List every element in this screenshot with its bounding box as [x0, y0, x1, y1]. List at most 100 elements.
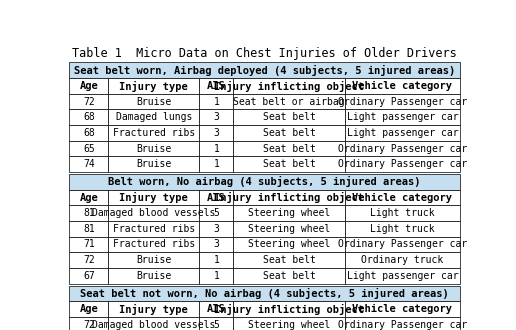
Bar: [199, 237, 233, 252]
Text: Ordinary Passenger car: Ordinary Passenger car: [338, 97, 467, 107]
Text: Age: Age: [79, 193, 98, 203]
Text: Steering wheel: Steering wheel: [248, 208, 330, 218]
Bar: [108, 301, 199, 317]
Bar: [233, 317, 345, 330]
Bar: [108, 237, 199, 252]
Text: Belt worn, No airbag (4 subjects, 5 injured areas): Belt worn, No airbag (4 subjects, 5 inju…: [108, 176, 421, 187]
Text: Bruise: Bruise: [136, 144, 171, 153]
Text: Bruise: Bruise: [136, 159, 171, 169]
Bar: [69, 237, 108, 252]
Text: Seat belt not worn, No airbag (4 subjects, 5 injured areas): Seat belt not worn, No airbag (4 subject…: [80, 288, 449, 299]
Bar: [108, 205, 199, 221]
Bar: [108, 141, 199, 156]
Bar: [108, 110, 199, 125]
Text: 68: 68: [83, 112, 95, 122]
Text: Vehicle category: Vehicle category: [352, 304, 453, 314]
Text: 74: 74: [83, 159, 95, 169]
Text: 67: 67: [83, 271, 95, 281]
Text: 1: 1: [214, 144, 219, 153]
Text: Light passenger car: Light passenger car: [347, 112, 458, 122]
Text: Ordinary Passenger car: Ordinary Passenger car: [338, 159, 467, 169]
Bar: [108, 317, 199, 330]
Bar: [199, 78, 233, 94]
Text: Injury inflicting object: Injury inflicting object: [214, 304, 364, 314]
Bar: [345, 301, 460, 317]
Text: Damaged lungs: Damaged lungs: [116, 112, 192, 122]
Bar: [69, 141, 108, 156]
Text: Seat belt worn, Airbag deployed (4 subjects, 5 injured areas): Seat belt worn, Airbag deployed (4 subje…: [74, 65, 455, 76]
Bar: [345, 221, 460, 237]
Bar: [108, 94, 199, 110]
Bar: [345, 141, 460, 156]
Text: 71: 71: [83, 240, 95, 249]
Bar: [233, 190, 345, 205]
Bar: [233, 125, 345, 141]
Bar: [69, 78, 108, 94]
Bar: [69, 252, 108, 268]
Text: Vehicle category: Vehicle category: [352, 81, 453, 91]
Bar: [199, 110, 233, 125]
Text: 1: 1: [214, 271, 219, 281]
Bar: [199, 125, 233, 141]
Text: Vehicle category: Vehicle category: [352, 193, 453, 203]
Text: 81: 81: [83, 208, 95, 218]
Text: Fractured ribs: Fractured ribs: [112, 240, 195, 249]
Text: 72: 72: [83, 97, 95, 107]
Text: 3: 3: [214, 240, 219, 249]
Bar: [69, 190, 108, 205]
Bar: [199, 156, 233, 172]
Bar: [69, 125, 108, 141]
Text: Fractured ribs: Fractured ribs: [112, 128, 195, 138]
Bar: [233, 237, 345, 252]
Bar: [69, 94, 108, 110]
Bar: [345, 237, 460, 252]
Bar: [108, 268, 199, 283]
Bar: [199, 317, 233, 330]
Text: Damaged blood vessels: Damaged blood vessels: [92, 208, 216, 218]
Text: 1: 1: [214, 255, 219, 265]
Text: Injury type: Injury type: [120, 81, 188, 91]
Bar: [345, 205, 460, 221]
Text: Steering wheel: Steering wheel: [248, 320, 330, 330]
Text: 72: 72: [83, 320, 95, 330]
Text: Injury type: Injury type: [120, 304, 188, 314]
Bar: [69, 317, 108, 330]
Text: 3: 3: [214, 224, 219, 234]
Bar: [69, 174, 460, 190]
Bar: [233, 141, 345, 156]
Bar: [69, 285, 460, 301]
Text: Damaged blood vessels: Damaged blood vessels: [92, 320, 216, 330]
Text: Fractured ribs: Fractured ribs: [112, 224, 195, 234]
Bar: [199, 268, 233, 283]
Bar: [345, 78, 460, 94]
Text: Injury type: Injury type: [120, 192, 188, 203]
Bar: [233, 110, 345, 125]
Text: 68: 68: [83, 128, 95, 138]
Text: Ordinary Passenger car: Ordinary Passenger car: [338, 144, 467, 153]
Bar: [345, 317, 460, 330]
Bar: [233, 94, 345, 110]
Text: Bruise: Bruise: [136, 97, 171, 107]
Text: Table 1  Micro Data on Chest Injuries of Older Drivers: Table 1 Micro Data on Chest Injuries of …: [72, 47, 457, 60]
Bar: [108, 78, 199, 94]
Bar: [233, 205, 345, 221]
Text: Bruise: Bruise: [136, 271, 171, 281]
Text: AIS: AIS: [207, 304, 225, 314]
Text: Ordinary truck: Ordinary truck: [361, 255, 443, 265]
Bar: [345, 156, 460, 172]
Bar: [69, 110, 108, 125]
Bar: [199, 190, 233, 205]
Bar: [108, 156, 199, 172]
Text: Seat belt: Seat belt: [263, 255, 316, 265]
Bar: [69, 268, 108, 283]
Bar: [69, 62, 460, 78]
Bar: [233, 156, 345, 172]
Text: Seat belt: Seat belt: [263, 128, 316, 138]
Bar: [345, 110, 460, 125]
Bar: [233, 221, 345, 237]
Bar: [233, 78, 345, 94]
Bar: [199, 301, 233, 317]
Bar: [345, 268, 460, 283]
Text: AIS: AIS: [207, 81, 225, 91]
Text: Seat belt: Seat belt: [263, 159, 316, 169]
